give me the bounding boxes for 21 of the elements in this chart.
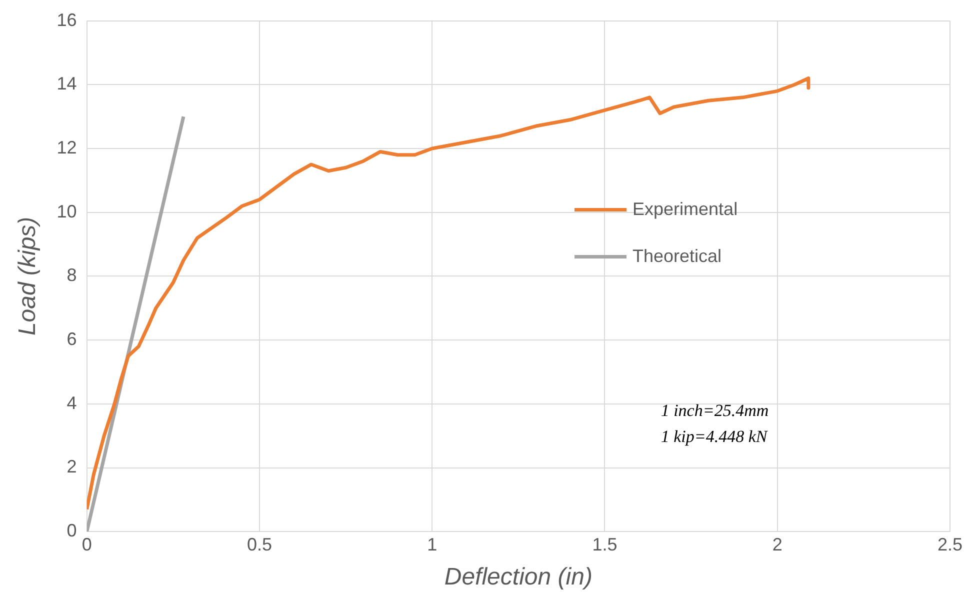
y-tick-label: 14 [56, 74, 77, 94]
y-tick-label: 12 [56, 137, 77, 158]
legend-label: Experimental [632, 198, 738, 219]
y-axis-title: Load (kips) [14, 216, 42, 336]
x-tick-label: 2 [772, 534, 782, 554]
x-tick-label: 0.5 [246, 534, 272, 554]
y-tick-label: 4 [66, 392, 77, 413]
y-tick-label: 2 [66, 456, 77, 477]
x-axis-title: Deflection (in) [444, 563, 592, 590]
x-tick-label: 1 [427, 534, 438, 554]
x-tick-label: 2.5 [937, 534, 963, 554]
annotation: 1 inch=25.4mm [660, 401, 769, 420]
x-tick-label: 0 [82, 534, 92, 554]
y-tick-label: 0 [66, 520, 77, 541]
y-tick-label: 16 [56, 10, 77, 30]
x-tick-label: 1.5 [592, 534, 618, 554]
y-tick-label: 6 [66, 329, 77, 350]
legend-label: Theoretical [632, 246, 722, 266]
y-tick-label: 10 [56, 201, 77, 222]
y-tick-label: 8 [66, 265, 77, 286]
annotation: 1 kip=4.448 kN [660, 427, 769, 446]
